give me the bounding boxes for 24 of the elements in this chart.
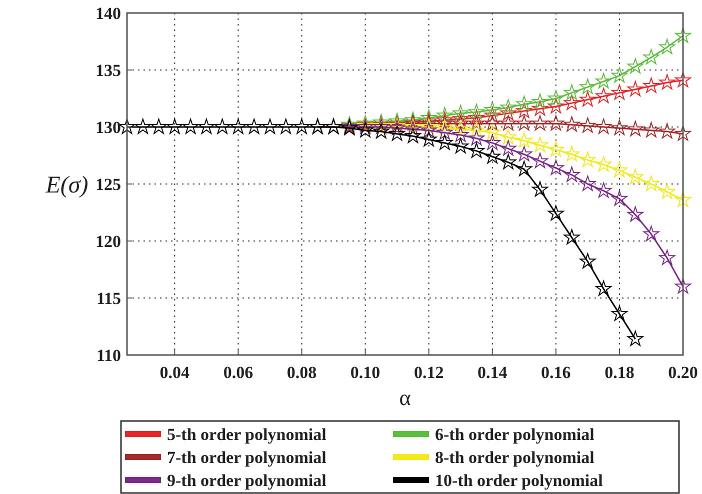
legend-label: 8-th order polynomial — [435, 448, 595, 467]
y-tick-label: 135 — [96, 60, 121, 80]
legend-label: 6-th order polynomial — [435, 424, 595, 444]
x-tick-label: 0.14 — [477, 363, 508, 382]
x-tick-label: 0.16 — [541, 363, 571, 382]
y-tick-label: 120 — [96, 232, 121, 251]
x-tick-label: 0.18 — [604, 363, 634, 382]
y-tick-label: 125 — [96, 174, 121, 194]
x-tick-label: 0.04 — [160, 363, 190, 382]
x-tick-label: 0.12 — [414, 363, 444, 382]
y-axis-title: E(σ) — [44, 172, 88, 198]
x-tick-label: 0.06 — [223, 363, 254, 382]
y-tick-label: 110 — [96, 346, 121, 365]
x-axis-title: α — [399, 385, 412, 410]
legend-label: 7-th order polynomial — [167, 448, 327, 467]
y-tick-label: 115 — [96, 288, 121, 308]
x-tick-label: 0.20 — [668, 363, 698, 382]
x-tick-label: 0.08 — [286, 363, 317, 382]
x-tick-label: 0.10 — [350, 363, 380, 382]
legend-label: 5-th order polynomial — [167, 424, 327, 444]
legend-label: 9-th order polynomial — [167, 470, 327, 490]
y-tick-label: 130 — [96, 118, 121, 137]
y-tick-label: 140 — [96, 4, 121, 23]
legend-label: 10-th order polynomial — [435, 470, 604, 490]
